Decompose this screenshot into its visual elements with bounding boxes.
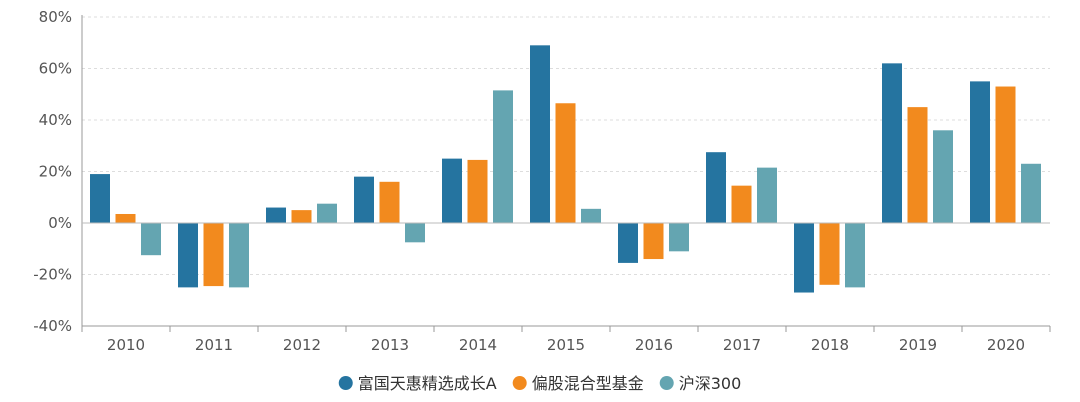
bar-2017-series-1 — [731, 185, 752, 223]
y-tick-label: -40% — [33, 317, 72, 335]
bar-2010-series-0 — [90, 174, 110, 223]
x-tick-label: 2013 — [371, 336, 409, 354]
bar-2010-series-2 — [141, 223, 161, 256]
legend-label: 富国天惠精选成长A — [358, 374, 497, 393]
bar-2020-series-1 — [995, 86, 1016, 224]
bar-2011-series-2 — [229, 223, 249, 288]
bar-2017-series-2 — [757, 167, 777, 223]
axes — [81, 15, 1051, 332]
y-tick-label: 60% — [39, 60, 72, 78]
x-tick-label: 2017 — [723, 336, 761, 354]
bar-2012-series-0 — [266, 207, 286, 223]
bar-2017-series-0 — [706, 152, 726, 223]
legend-label: 偏股混合型基金 — [532, 374, 644, 393]
x-tick-label: 2016 — [635, 336, 673, 354]
bar-2019-series-0 — [882, 63, 902, 223]
y-tick-label: 80% — [39, 8, 72, 26]
bar-2013-series-2 — [405, 223, 425, 243]
bar-2012-series-1 — [291, 210, 312, 223]
bar-2016-series-1 — [643, 223, 664, 260]
bar-2014-series-1 — [467, 159, 488, 223]
bar-2010-series-1 — [115, 213, 136, 223]
bar-2020-series-0 — [970, 81, 990, 223]
bar-2011-series-0 — [178, 223, 198, 288]
bar-2018-series-1 — [819, 223, 840, 285]
legend-item: 偏股混合型基金 — [512, 374, 644, 393]
y-tick-label: -20% — [33, 266, 72, 284]
legend-marker — [512, 376, 527, 390]
legend-item: 沪深300 — [659, 374, 742, 393]
y-axis-ticks: 80% 60% 40% 20% 0% -20% -40% — [33, 8, 72, 335]
x-tick-label: 2010 — [107, 336, 145, 354]
y-tick-label: 40% — [39, 111, 72, 129]
bar-2018-series-2 — [845, 223, 865, 288]
bar-2011-series-1 — [203, 223, 224, 287]
x-tick-label: 2012 — [283, 336, 321, 354]
bar-2019-series-2 — [933, 130, 953, 223]
x-tick-label: 2020 — [987, 336, 1025, 354]
x-tick-label: 2014 — [459, 336, 497, 354]
bar-2014-series-2 — [493, 90, 513, 223]
y-tick-label: 20% — [39, 163, 72, 181]
bar-2013-series-0 — [354, 176, 374, 223]
legend-marker — [338, 376, 353, 390]
bar-2019-series-1 — [907, 107, 928, 223]
bar-2016-series-2 — [669, 223, 689, 252]
bars — [90, 45, 1041, 293]
bar-2013-series-1 — [379, 181, 400, 223]
legend-label: 沪深300 — [679, 374, 742, 393]
bar-2015-series-0 — [530, 45, 550, 224]
bar-2020-series-2 — [1021, 163, 1041, 223]
x-tick-label: 2018 — [811, 336, 849, 354]
legend-item: 富国天惠精选成长A — [338, 374, 497, 393]
y-tick-label: 0% — [48, 214, 72, 232]
bar-2018-series-0 — [794, 223, 814, 293]
bar-2015-series-1 — [555, 103, 576, 223]
bar-2012-series-2 — [317, 203, 337, 223]
bar-2014-series-0 — [442, 158, 462, 223]
legend-marker — [659, 376, 674, 390]
legend: 富国天惠精选成长A 偏股混合型基金 沪深300 — [338, 374, 742, 393]
bar-2015-series-2 — [581, 208, 601, 223]
bar-2016-series-0 — [618, 223, 638, 263]
x-tick-label: 2011 — [195, 336, 233, 354]
x-tick-label: 2019 — [899, 336, 937, 354]
x-tick-label: 2015 — [547, 336, 585, 354]
x-axis-ticks: 2010 2011 2012 2013 2014 2015 2016 2017 2018 2019… — [107, 336, 1025, 354]
